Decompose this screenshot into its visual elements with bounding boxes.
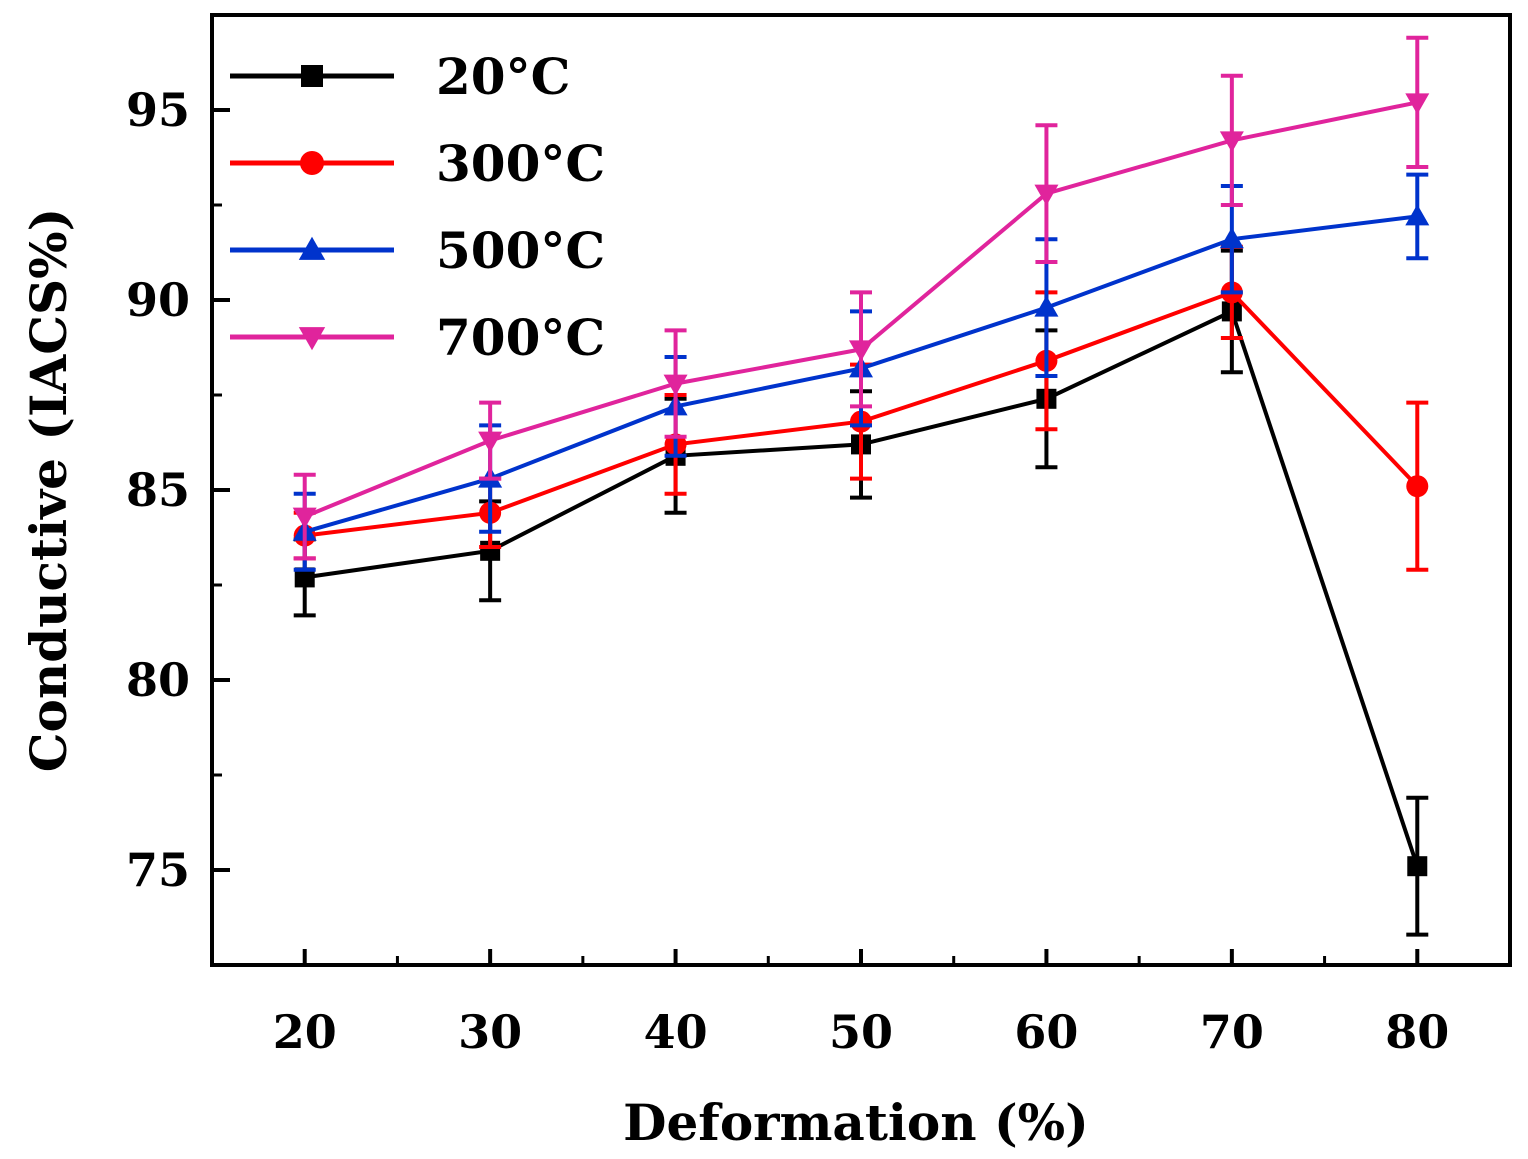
y-tick-label-85: 85 (126, 463, 190, 517)
data-point (1034, 295, 1059, 317)
data-point (1219, 131, 1244, 153)
x-tick-label-80: 80 (1385, 1005, 1449, 1059)
series-4 (292, 35, 1430, 561)
legend-label: 500°C (436, 221, 605, 280)
data-point (849, 340, 873, 362)
x-tick-label-20: 20 (273, 1005, 337, 1059)
data-point (1405, 204, 1430, 226)
data-point (294, 567, 315, 588)
data-point (1034, 184, 1059, 206)
x-axis-title: Deformation (%) (623, 1093, 1089, 1152)
legend-label: 700°C (436, 308, 605, 367)
legend-item-3: 500°C (230, 221, 605, 280)
y-tick-label-75: 75 (126, 843, 190, 897)
y-tick-label-95: 95 (126, 83, 190, 137)
x-axis-ticks: 20 30 40 50 60 70 80 (273, 949, 1449, 1059)
series-layer (292, 35, 1430, 937)
x-tick-label-60: 60 (1014, 1005, 1078, 1059)
data-point (1219, 227, 1244, 249)
data-point (663, 374, 688, 396)
legend-swatch-marker (298, 327, 326, 351)
legend-item-4: 700°C (230, 308, 605, 367)
legend-item-1: 20°C (230, 47, 570, 106)
x-tick-label-30: 30 (458, 1005, 522, 1059)
legend-swatch-marker (300, 151, 324, 175)
legend-item-2: 300°C (230, 134, 605, 193)
x-tick-label-40: 40 (644, 1005, 708, 1059)
legend-swatch-marker (301, 65, 323, 87)
y-tick-label-90: 90 (126, 273, 190, 327)
data-point (478, 431, 503, 453)
legend-swatch-marker (298, 236, 326, 260)
legend: 20°C 300°C 500°C 700°C (230, 47, 605, 367)
data-point (1405, 93, 1430, 115)
y-tick-label-80: 80 (126, 653, 190, 707)
x-tick-label-70: 70 (1200, 1005, 1264, 1059)
x-tick-label-50: 50 (829, 1005, 893, 1059)
data-point (1407, 856, 1428, 877)
data-point (1406, 475, 1429, 498)
legend-label: 300°C (436, 134, 605, 193)
data-point (292, 507, 317, 529)
y-axis-title: Conductive (IACS%) (19, 208, 78, 773)
legend-label: 20°C (436, 47, 570, 106)
y-axis-ticks: 75 80 85 90 95 (126, 83, 230, 897)
